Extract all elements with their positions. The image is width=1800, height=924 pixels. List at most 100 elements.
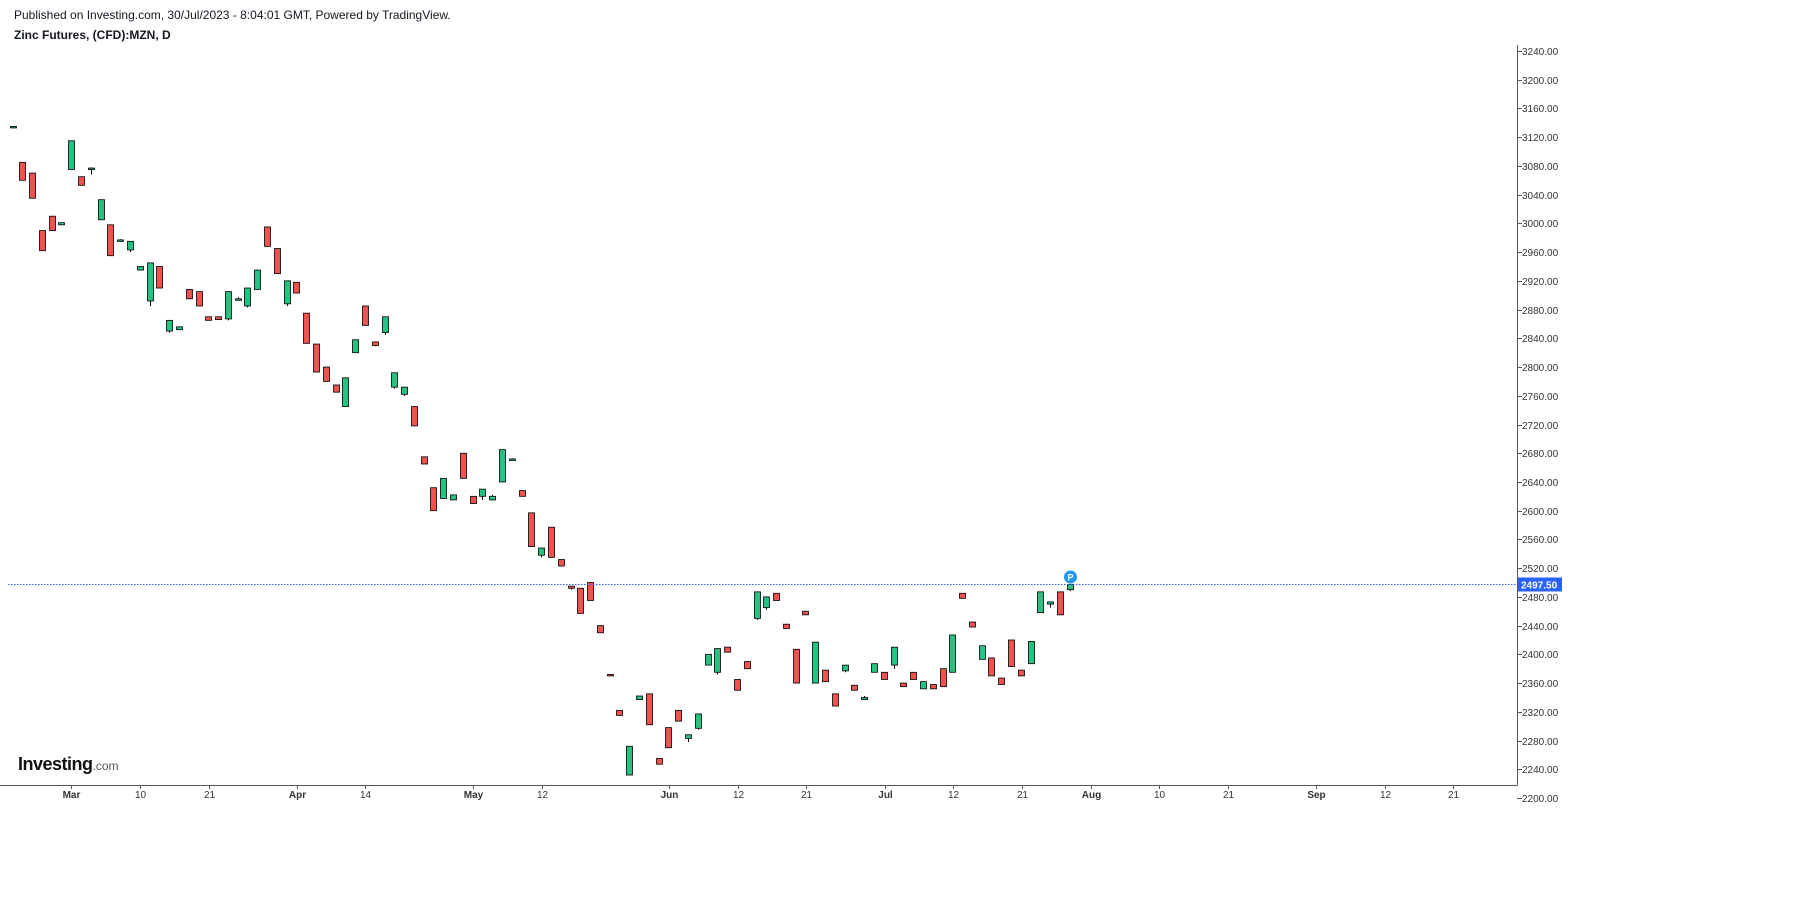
candle-down [362, 305, 369, 326]
price-tick-label: 3080.00 [1522, 162, 1559, 173]
candle-up [1047, 601, 1054, 608]
candle-down [587, 582, 594, 601]
candle-body [900, 682, 907, 688]
last-price-line: 2497.50 P [8, 570, 1562, 592]
candle-body [107, 224, 114, 257]
candle-body [264, 226, 271, 247]
candle-body [744, 661, 751, 670]
candle-down [822, 669, 829, 683]
time-tick-label: 10 [1154, 790, 1166, 801]
candle-body [714, 648, 721, 673]
candle-body [39, 230, 46, 252]
candle-up [147, 262, 154, 306]
price-tick-label: 2200.00 [1522, 794, 1559, 805]
candle-body [1008, 639, 1015, 667]
candle-body [88, 167, 95, 170]
candle-body [274, 248, 281, 275]
candle-body [225, 291, 232, 320]
candle-up [342, 377, 349, 407]
candle-body [988, 657, 995, 677]
candle-body [352, 339, 359, 354]
candle-down [1008, 639, 1015, 667]
candle-down [665, 727, 672, 749]
pivot-marker-circle [1064, 570, 1077, 584]
candle-down [430, 487, 437, 512]
candle-body [636, 695, 643, 700]
candle-down [411, 406, 418, 427]
candle-body [568, 585, 575, 589]
candle-down [29, 172, 36, 199]
time-tick-label: Sep [1307, 790, 1325, 801]
candle-up [1067, 583, 1074, 592]
candle-body [851, 684, 858, 691]
candle-down [107, 224, 114, 257]
candle-body [656, 758, 663, 765]
price-tick-label: 2360.00 [1522, 679, 1559, 690]
candle-body [832, 693, 839, 707]
candle-body [421, 456, 428, 465]
candle-body [920, 681, 927, 690]
investing-logo: Investing.com [18, 754, 119, 775]
price-tick-label: 2840.00 [1522, 334, 1559, 345]
candle-body [734, 679, 741, 691]
candle-body [78, 176, 85, 186]
candle-body [166, 319, 173, 332]
time-tick-label: Jun [661, 790, 679, 801]
price-axis[interactable]: 2200.00 2240.00 2280.00 2320.00 2360.00 2400.… [1517, 45, 1559, 805]
candle-body [499, 449, 506, 483]
candle-up [891, 646, 898, 669]
candle-body [362, 305, 369, 326]
candle-down [19, 161, 26, 181]
candle-down [313, 343, 320, 373]
symbol-title: Zinc Futures, (CFD):MZN, D [14, 28, 171, 42]
candle-up [489, 494, 496, 501]
candle-down [656, 758, 663, 765]
candle-body [303, 312, 310, 344]
candle-body [607, 674, 614, 677]
candle-down [998, 677, 1005, 685]
candle-up [949, 634, 956, 673]
candle-down [646, 693, 653, 726]
time-tick-label: 12 [948, 790, 960, 801]
candle-up [98, 199, 105, 221]
last-price-label: 2497.50 [1521, 581, 1558, 592]
candle-up [538, 547, 545, 558]
plot-area [10, 126, 1074, 776]
price-tick-label: 2880.00 [1522, 306, 1559, 317]
candle-up [127, 240, 134, 253]
candle-body [127, 240, 134, 251]
candle-body [793, 648, 800, 684]
candle-body [910, 671, 917, 680]
candle-up [636, 695, 643, 700]
candle-up [137, 266, 144, 271]
candle-down [372, 341, 379, 347]
candle-body [802, 610, 809, 616]
candle-up [842, 664, 849, 673]
time-axis[interactable]: Mar 10 21 Apr 14 May 12 Jun 12 21 Jul 12 21 Aug 10 21 Se… [0, 785, 1518, 801]
time-tick-label: Jul [878, 790, 893, 801]
candle-down [802, 610, 809, 616]
candle-body [382, 316, 389, 333]
candle-body [558, 559, 565, 567]
candle-body [137, 266, 144, 271]
candle-body [342, 377, 349, 407]
candle-body [1057, 591, 1064, 616]
candle-up [979, 645, 986, 660]
candle-body [333, 384, 340, 393]
candle-up [117, 239, 124, 242]
candle-body [10, 126, 17, 129]
candle-down [39, 230, 46, 252]
candle-up [391, 372, 398, 389]
price-tick-label: 2920.00 [1522, 277, 1559, 288]
candle-body [548, 526, 555, 558]
price-tick-label: 3160.00 [1522, 104, 1559, 115]
candle-down [910, 671, 917, 680]
candle-down [793, 648, 800, 684]
candle-up [1028, 641, 1035, 665]
candle-up [68, 140, 75, 170]
candle-body [430, 487, 437, 512]
candle-body [773, 592, 780, 601]
candle-up [401, 386, 408, 396]
candle-down [930, 684, 937, 690]
